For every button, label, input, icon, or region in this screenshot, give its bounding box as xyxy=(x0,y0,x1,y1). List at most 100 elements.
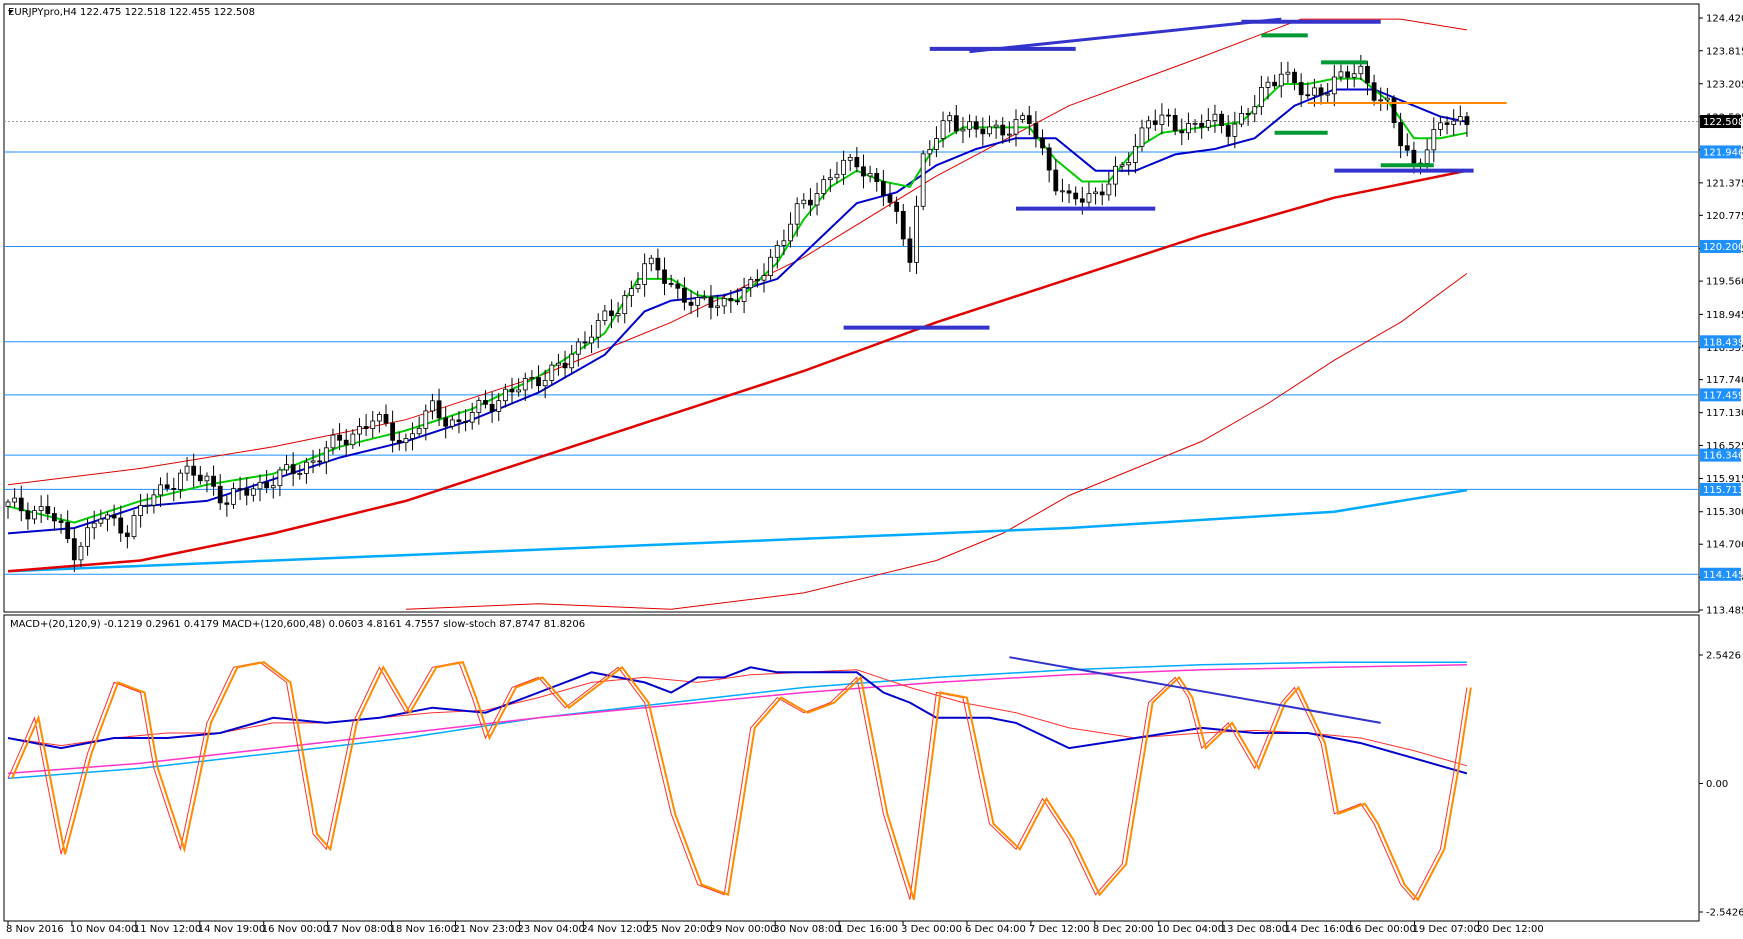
candle-body xyxy=(708,296,714,308)
candle-body xyxy=(1292,71,1297,83)
macd-long-line xyxy=(7,661,1467,780)
y-tick-label: 118.945 xyxy=(1706,310,1743,321)
candle-body xyxy=(78,545,84,561)
candle-body xyxy=(463,421,468,423)
candle-body xyxy=(953,115,959,132)
candle-body xyxy=(1006,133,1012,136)
candle-body xyxy=(1040,137,1045,149)
candle-body xyxy=(1431,129,1437,151)
y-tick-label: 113.485 xyxy=(1706,606,1743,617)
x-tick-label: 23 Nov 04:00 xyxy=(517,924,584,935)
candle-body xyxy=(476,400,482,413)
candle-body xyxy=(1298,82,1304,96)
candle-body xyxy=(695,297,701,306)
candle-body xyxy=(1331,76,1337,95)
sub-y-tick-label: 2.5426 xyxy=(1706,651,1741,662)
candle-body xyxy=(1444,122,1450,125)
candle-body xyxy=(781,240,787,246)
candle-body xyxy=(1166,114,1171,117)
y-tick-label: 115.300 xyxy=(1706,507,1743,518)
dropdown-icon[interactable] xyxy=(8,10,13,14)
candle-body xyxy=(197,474,203,482)
candle-body xyxy=(688,301,694,306)
candle-body xyxy=(131,515,137,537)
candle-body xyxy=(1033,123,1039,139)
candle-body xyxy=(1438,122,1443,130)
candle-body xyxy=(416,427,422,435)
y-tick-label: 115.915 xyxy=(1706,474,1743,485)
y-tick-label: 119.560 xyxy=(1706,277,1743,288)
x-tick-label: 30 Nov 08:00 xyxy=(773,924,840,935)
price-level-badge xyxy=(1700,239,1741,253)
candle-body xyxy=(58,520,64,523)
candle-body xyxy=(423,410,429,429)
candle-body xyxy=(914,205,919,263)
macd-signal-line xyxy=(7,669,1468,767)
candle-body xyxy=(768,256,774,276)
candle-body xyxy=(1106,183,1112,196)
candle-body xyxy=(1312,87,1317,96)
candle-body xyxy=(861,166,866,177)
candle-body xyxy=(1365,65,1370,84)
price-level-label: 122.508 xyxy=(1703,117,1743,128)
x-tick-label: 16 Nov 00:00 xyxy=(262,924,329,935)
candle-body xyxy=(801,199,807,205)
candle-body xyxy=(297,473,303,475)
stoch-main-line xyxy=(11,661,1472,902)
candle-body xyxy=(854,156,860,168)
candle-body xyxy=(1079,198,1085,203)
price-level-label: 120.200 xyxy=(1703,242,1743,253)
candle-body xyxy=(728,298,734,302)
candle-body xyxy=(330,434,336,449)
candle-body xyxy=(390,422,396,441)
candle-body xyxy=(575,341,581,355)
candle-body xyxy=(1252,106,1258,115)
price-level-label: 114.145 xyxy=(1703,570,1743,581)
price-level-label: 116.346 xyxy=(1703,451,1743,462)
candles-layer xyxy=(5,54,1470,573)
candle-body xyxy=(1126,162,1132,166)
candle-body xyxy=(675,283,681,289)
candle-body xyxy=(1159,114,1165,125)
x-tick-label: 10 Dec 04:00 xyxy=(1157,924,1224,935)
candle-body xyxy=(827,177,833,181)
x-tick-label: 8 Nov 2016 xyxy=(6,924,64,935)
x-tick-label: 21 Nov 23:00 xyxy=(454,924,521,935)
candle-body xyxy=(18,497,24,512)
y-tick-label: 117.740 xyxy=(1706,375,1743,386)
candle-body xyxy=(794,203,800,225)
candle-body xyxy=(1046,147,1052,171)
x-tick-label: 14 Nov 19:00 xyxy=(198,924,265,935)
candle-body xyxy=(569,353,575,369)
x-tick-label: 18 Nov 16:00 xyxy=(390,924,457,935)
candle-body xyxy=(91,522,97,529)
candle-body xyxy=(1398,122,1404,147)
price-level-label: 118.439 xyxy=(1703,337,1743,348)
candle-body xyxy=(1000,124,1006,136)
candle-body xyxy=(98,518,104,524)
candle-body xyxy=(71,538,77,561)
candle-body xyxy=(1066,190,1072,194)
candle-body xyxy=(1345,71,1350,78)
candle-body xyxy=(847,156,853,161)
moving-averages-layer xyxy=(7,18,1468,610)
candle-body xyxy=(1464,116,1470,125)
candle-body xyxy=(934,138,939,150)
candle-body xyxy=(754,279,760,281)
candle-body xyxy=(1451,120,1457,125)
candle-body xyxy=(1212,113,1218,121)
candle-body xyxy=(52,513,57,522)
candle-body xyxy=(1139,127,1145,147)
candle-body xyxy=(105,514,110,520)
candle-body xyxy=(1265,81,1271,88)
y-tick-label: 123.815 xyxy=(1706,46,1743,57)
candle-body xyxy=(171,488,177,490)
candle-body xyxy=(304,461,309,474)
x-tick-label: 19 Dec 07:00 xyxy=(1413,924,1480,935)
candle-body xyxy=(489,403,495,412)
candle-body xyxy=(65,522,71,540)
candle-body xyxy=(496,400,502,412)
candle-body xyxy=(469,412,475,423)
